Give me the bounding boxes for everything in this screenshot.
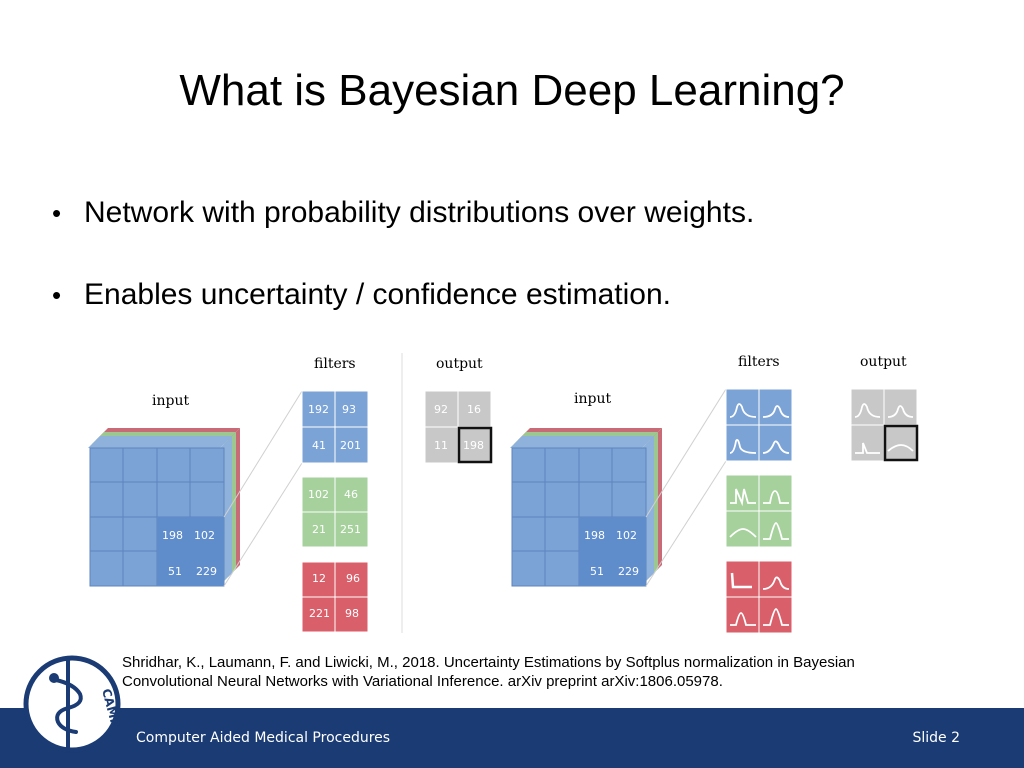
bullet-dot: •	[52, 198, 62, 228]
left-output-label: output	[436, 356, 483, 372]
bullet-dot: •	[52, 280, 62, 310]
citation-line: Shridhar, K., Laumann, F. and Liwicki, M…	[122, 654, 855, 671]
input-value: 198	[162, 529, 183, 542]
left-panel: input filters output 198 102 51 229	[88, 356, 493, 633]
input-value: 102	[616, 529, 637, 542]
bullet-item: • Network with probability distributions…	[52, 196, 754, 230]
filter-value: 41	[312, 439, 326, 452]
distribution-filter-green	[725, 474, 793, 548]
bullet-item: • Enables uncertainty / confidence estim…	[52, 278, 671, 312]
filter-value: 251	[340, 523, 361, 536]
filter-value: 46	[344, 488, 358, 501]
filter-value: 12	[312, 572, 326, 585]
input-value: 229	[618, 565, 639, 578]
citation: Shridhar, K., Laumann, F. and Liwicki, M…	[122, 653, 982, 691]
input-value: 102	[194, 529, 215, 542]
right-input-label: input	[574, 391, 611, 407]
filter-value: 96	[346, 572, 360, 585]
left-input-label: input	[152, 393, 189, 409]
filter-red: 12 96 221 98	[301, 561, 369, 633]
right-filters-label: filters	[738, 354, 780, 370]
footer-bar: Computer Aided Medical Procedures Slide …	[0, 708, 1024, 768]
input-value: 229	[196, 565, 217, 578]
filter-value: 201	[340, 439, 361, 452]
distribution-filter-red	[725, 560, 793, 634]
distribution-filter-blue	[725, 388, 793, 462]
slide-number: Slide 2	[912, 730, 960, 746]
bullet-text: Network with probability distributions o…	[84, 196, 755, 229]
output-value: 11	[434, 439, 448, 452]
output-value: 92	[434, 403, 448, 416]
input-value: 51	[168, 565, 182, 578]
output-value: 16	[467, 403, 481, 416]
right-output-grid	[850, 388, 919, 462]
citation-line: Convolutional Neural Networks with Varia…	[122, 673, 723, 690]
right-input-volume: 198 102 51 229	[510, 428, 662, 587]
slide-title: What is Bayesian Deep Learning?	[179, 66, 845, 115]
input-value: 51	[590, 565, 604, 578]
filter-value: 102	[308, 488, 329, 501]
bullet-text: Enables uncertainty / confidence estimat…	[84, 278, 672, 311]
left-input-volume: 198 102 51 229	[88, 428, 240, 587]
footer-org-name: Computer Aided Medical Procedures	[136, 730, 391, 746]
bayesian-cnn-figure: input filters output 198 102 51 229	[88, 353, 919, 634]
filter-value: 93	[342, 403, 356, 416]
filter-value: 98	[345, 607, 359, 620]
input-value: 198	[584, 529, 605, 542]
filter-blue: 192 93 41 201	[301, 390, 369, 464]
filter-value: 21	[312, 523, 326, 536]
caduceus-icon	[49, 658, 83, 752]
filter-value: 192	[308, 403, 329, 416]
camp-logo: CAMP	[23, 655, 123, 753]
filter-green: 102 46 21 251	[301, 476, 369, 548]
filter-value: 221	[309, 607, 330, 620]
left-output-grid: 92 16 11 198	[424, 390, 493, 464]
right-output-label: output	[860, 354, 907, 370]
output-value: 198	[463, 439, 484, 452]
right-panel: input filters output 198 102 51 229	[510, 354, 919, 634]
left-filters-label: filters	[314, 356, 356, 372]
